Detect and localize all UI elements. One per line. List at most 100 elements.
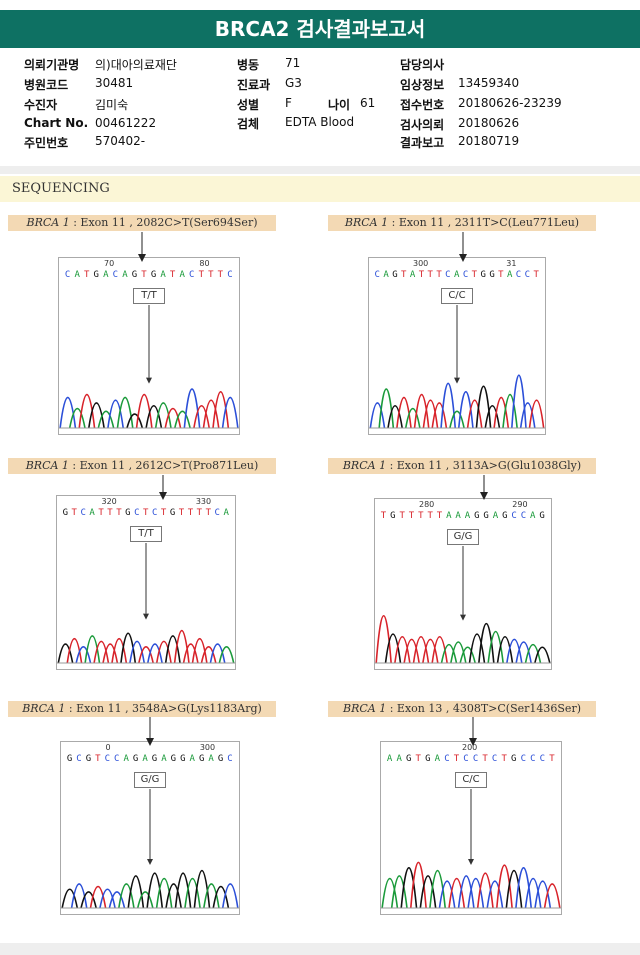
position-label: 31 xyxy=(506,259,517,268)
position-label: 0 xyxy=(105,743,111,752)
base-letter: C xyxy=(530,754,536,764)
variant-arrowhead xyxy=(146,738,154,746)
base-letter: T xyxy=(418,270,425,280)
trace-peak xyxy=(502,393,518,429)
trace-peak xyxy=(193,870,211,909)
base-letter: G xyxy=(132,754,139,764)
trace-peak xyxy=(403,638,420,664)
trace-peak xyxy=(146,872,164,909)
base-letter: T xyxy=(160,508,167,518)
base-letter: A xyxy=(142,754,149,764)
trace-peak xyxy=(369,402,386,429)
trace-peak xyxy=(129,640,145,664)
trace-plot xyxy=(59,305,239,429)
trace-plot xyxy=(57,543,235,664)
base-letter: A xyxy=(492,511,499,521)
label: 성별 xyxy=(237,98,260,112)
trace-peak xyxy=(155,877,173,909)
pointer-arrowhead xyxy=(147,858,153,865)
base-letter: T xyxy=(453,754,460,764)
base-letter: T xyxy=(98,508,105,518)
base-letter: C xyxy=(491,754,498,764)
genotype-box: C/C xyxy=(455,772,487,788)
trace-peak xyxy=(84,635,101,664)
chromatogram-panel: BRCA 1 : Exon 11 , 3113A>G(Glu1038Gly) 28… xyxy=(328,458,596,678)
value: 김미숙 xyxy=(95,98,129,112)
base-letter: G xyxy=(62,508,69,518)
base-letter: T xyxy=(141,270,147,280)
trace-peak xyxy=(375,614,392,664)
base-letter: G xyxy=(489,270,496,280)
variant-arrowhead xyxy=(469,738,477,746)
trace-peak xyxy=(116,396,134,429)
base-letter: T xyxy=(169,270,176,280)
base-letter: C xyxy=(104,754,111,764)
base-letter: G xyxy=(480,270,487,280)
trace-plot xyxy=(369,305,545,429)
trace-peak xyxy=(183,388,201,429)
trace-peak xyxy=(459,646,476,664)
base-letter: G xyxy=(131,270,138,280)
trace-peak xyxy=(184,877,201,909)
base-letter: G xyxy=(151,754,158,764)
trace-peak xyxy=(218,645,235,664)
trace-peak xyxy=(534,880,552,909)
base-letter: T xyxy=(498,270,504,280)
base-letter: T xyxy=(198,270,205,280)
label: 수진자 xyxy=(24,98,58,112)
trace-peak xyxy=(450,641,467,664)
base-letter: C xyxy=(511,511,518,521)
trace-peak xyxy=(127,875,145,909)
trace-peak xyxy=(486,880,504,909)
chromatogram: 70 80 C A T G A C A G T G A T A C T T T C T/T xyxy=(58,257,240,435)
trace-peak xyxy=(164,407,182,429)
label: 접수번호 xyxy=(400,98,445,112)
pointer-arrowhead xyxy=(454,377,460,384)
value: 570402- xyxy=(95,134,146,148)
chromatogram: 300 31 C A G T A T T T C A C T G G T A C C T C/C xyxy=(368,257,546,435)
base-letter: C xyxy=(114,754,120,764)
trace-peak xyxy=(400,867,418,909)
value: 13459340 xyxy=(458,76,520,90)
label: 병원코드 xyxy=(24,78,69,92)
variant-arrow xyxy=(138,232,146,262)
trace-peak xyxy=(120,632,137,664)
trace-peak xyxy=(448,877,466,909)
pointer-arrowhead xyxy=(468,858,474,865)
trace-peak xyxy=(173,629,190,664)
label: 검사의뢰 xyxy=(400,118,445,132)
base-letter: C xyxy=(445,270,451,280)
position-label: 80 xyxy=(199,259,210,268)
position-label: 290 xyxy=(512,500,528,509)
trace-peak xyxy=(75,645,92,664)
base-letter: A xyxy=(161,754,167,764)
base-letter: T xyxy=(84,270,90,280)
trace-peak xyxy=(126,413,144,429)
trace-peak xyxy=(221,396,239,429)
trace-plot xyxy=(61,789,239,909)
trace-peak xyxy=(59,396,77,429)
variant-arrowhead xyxy=(138,254,146,262)
trace-peak xyxy=(174,410,191,429)
pointer-arrowhead xyxy=(146,377,152,384)
trace-peak xyxy=(191,638,208,664)
label: 검체 xyxy=(237,117,260,131)
variant-header: BRCA 1 : Exon 13 , 4308T>C(Ser1436Ser) xyxy=(328,701,596,717)
chromatogram-panel: BRCA 1 : Exon 11 , 2612C>T(Pro871Leu) 320… xyxy=(8,458,276,678)
base-letter: C xyxy=(227,270,233,280)
gene-label: BRCA 1 xyxy=(26,216,70,229)
trace-peak xyxy=(174,872,192,909)
base-letter: A xyxy=(506,270,513,280)
base-letter: T xyxy=(408,511,415,521)
variant-arrow xyxy=(159,475,167,500)
trace-peak xyxy=(422,638,439,664)
trace-peak xyxy=(99,888,116,909)
trace-peak xyxy=(111,638,128,664)
trace-peak xyxy=(515,867,532,909)
label: 주민번호 xyxy=(24,136,69,150)
base-letter: G xyxy=(169,508,176,518)
base-letter: T xyxy=(401,270,407,280)
age-value: 61 xyxy=(360,96,376,110)
base-letter: G xyxy=(198,754,205,764)
